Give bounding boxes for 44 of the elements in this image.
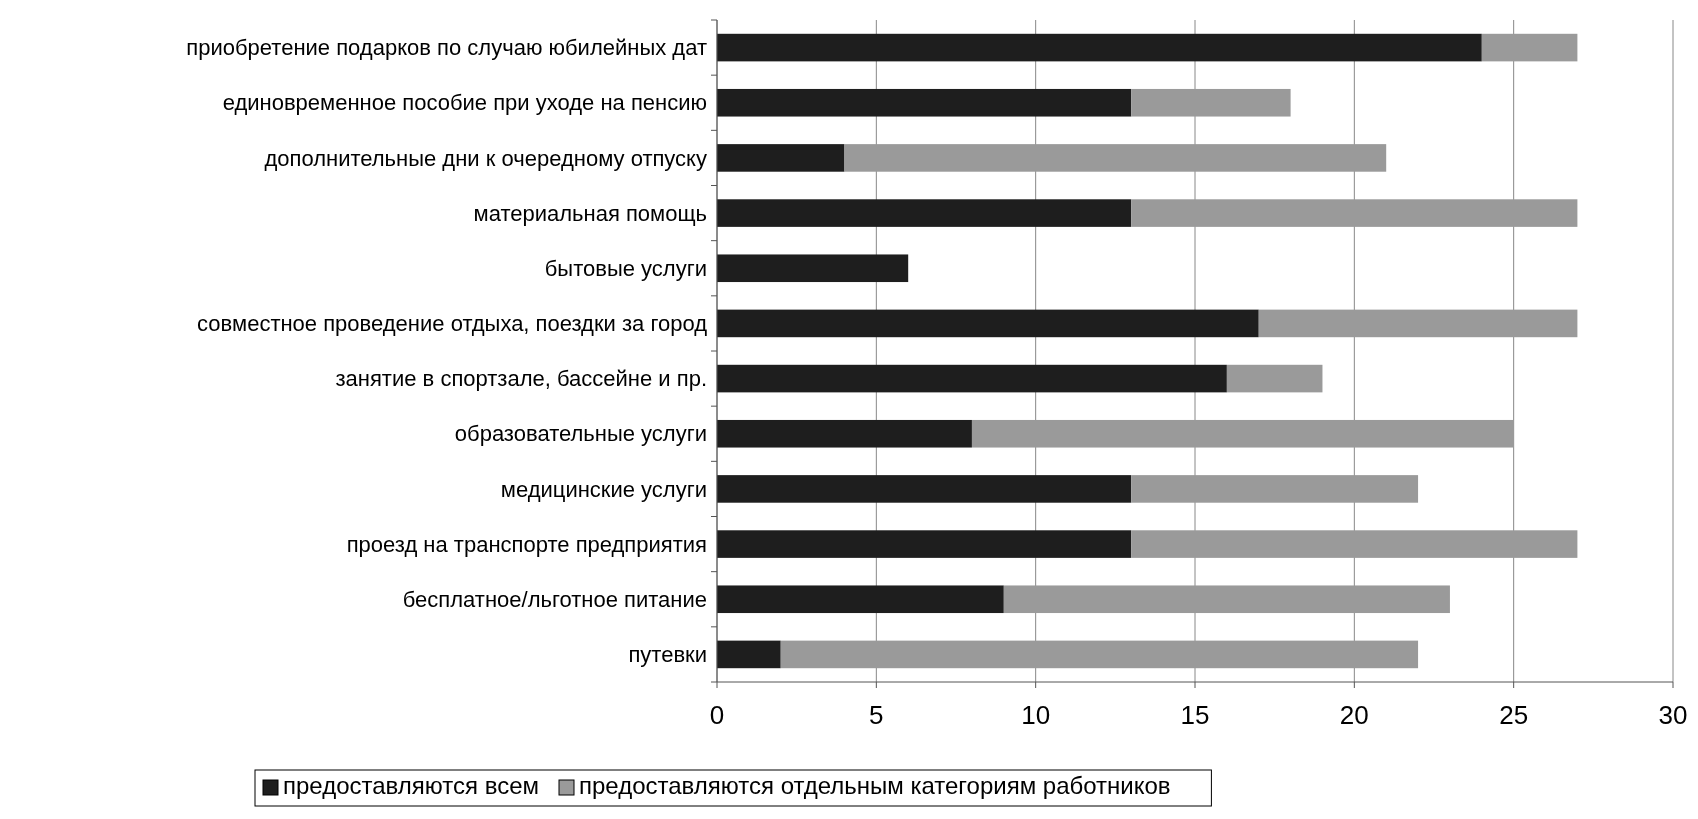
bar (717, 530, 1132, 558)
bar (717, 309, 1259, 338)
bar (717, 199, 1132, 227)
bar (717, 419, 972, 448)
bar (844, 144, 1387, 172)
y-tick-label: материальная помощь (473, 200, 707, 226)
bar (1481, 33, 1578, 62)
y-tick-label: единовременное пособие при уходе на пенсию (222, 90, 707, 116)
legend-label: предоставляются всем (283, 772, 539, 799)
bar (1131, 530, 1578, 558)
x-tick-label: 0 (709, 700, 725, 730)
y-tick-label: медицинские услуги (500, 476, 707, 502)
y-tick-label: совместное проведение отдыха, поездки за город (197, 311, 708, 337)
bar (717, 475, 1132, 503)
y-tick-label: путевки (628, 642, 707, 668)
bar (1003, 585, 1450, 614)
y-tick-label: проезд на транспорте предприятия (346, 531, 707, 557)
bar (971, 419, 1514, 448)
y-tick-label: бытовые услуги (544, 255, 707, 281)
x-tick-label: 15 (1180, 700, 1210, 730)
bar (717, 364, 1227, 393)
bar (717, 144, 845, 172)
x-tick-label: 20 (1339, 700, 1369, 730)
bar (717, 254, 909, 283)
bar (717, 88, 1132, 117)
legend-label: предоставляются отдельным категориям работников (579, 772, 1171, 799)
bar (717, 640, 781, 669)
bar (1131, 199, 1578, 227)
x-tick-label: 25 (1499, 700, 1529, 730)
bar (1131, 88, 1291, 117)
x-tick-label: 30 (1658, 700, 1688, 730)
x-tick-label: 10 (1021, 700, 1051, 730)
bar (780, 640, 1419, 669)
y-tick-label: бесплатное/льготное питание (402, 586, 707, 612)
y-tick-label: приобретение подарков по случаю юбилейных дат (186, 35, 707, 61)
bar (717, 585, 1004, 614)
x-tick-label: 5 (869, 700, 884, 730)
y-tick-label: образовательные услуги (454, 421, 707, 447)
y-tick-label: дополнительные дни к очередному отпуску (264, 145, 707, 171)
bar (1258, 309, 1578, 338)
bar (1226, 364, 1323, 393)
bar (1131, 475, 1419, 503)
bar (717, 33, 1482, 62)
y-tick-label: занятие в спортзале, бассейне и пр. (335, 366, 707, 392)
